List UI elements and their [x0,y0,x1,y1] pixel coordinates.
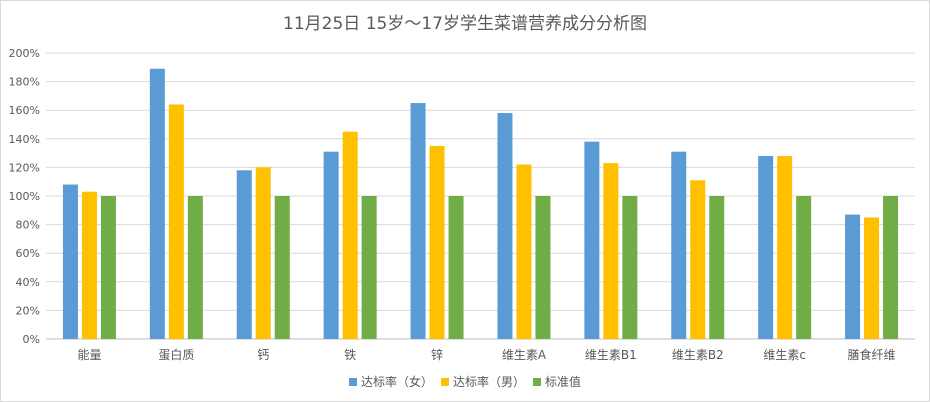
bar-3-5 [448,196,464,339]
legend-swatch [440,377,449,386]
y-tick-label: 80% [16,219,40,232]
bar-3-8 [709,196,725,339]
y-tick-label: 120% [9,161,40,174]
x-tick-label: 维生素c [763,348,806,362]
x-tick-label: 钙 [257,348,269,362]
legend-swatch [533,377,541,386]
y-tick-label: 200% [9,47,40,60]
x-tick-label: 维生素B1 [585,348,637,362]
legend: 达标率（女） 达标率（男） 标准值 [1,373,929,390]
y-tick-label: 0% [23,333,40,346]
bar-1-8 [671,151,687,339]
legend-item: 标准值 [533,373,581,390]
bar-1-3 [236,170,252,339]
bar-3-4 [361,196,377,339]
y-tick-label: 40% [16,276,40,289]
x-tick-label: 锌 [431,348,443,362]
bar-3-3 [274,196,290,339]
y-tick-label: 60% [16,247,40,260]
y-tick-label: 100% [9,190,40,203]
bar-1-7 [584,141,600,339]
bar-3-9 [796,196,812,339]
bar-1-4 [323,151,339,339]
bar-2-1 [81,191,97,339]
bar-2-3 [255,167,271,339]
bar-1-6 [497,113,513,339]
bar-2-7 [603,163,619,339]
legend-label: 标准值 [545,375,582,389]
bar-3-1 [100,196,116,339]
bar-3-7 [622,196,638,339]
bar-3-10 [883,196,899,339]
x-tick-label: 维生素A [502,348,547,362]
legend-swatch [348,377,357,386]
bar-2-2 [168,104,184,339]
bar-2-10 [864,217,880,339]
x-tick-label: 铁 [344,348,356,362]
chart-title: 11月25日 15岁～17岁学生菜谱营养成分分析图 [283,14,647,34]
y-tick-label: 140% [9,133,40,146]
y-tick-label: 180% [9,76,40,89]
bar-1-1 [62,184,78,339]
bar-2-4 [342,131,358,339]
x-tick-label: 膳食纤维 [848,347,896,362]
bar-1-5 [410,103,426,339]
bar-2-5 [429,145,445,339]
x-tick-label: 蛋白质 [158,347,194,362]
bar-2-9 [777,155,793,339]
bar-2-8 [690,180,706,339]
bar-1-9 [758,155,774,339]
bar-2-6 [516,164,532,339]
legend-item: 达标率（男） [440,373,525,390]
y-tick-label: 20% [16,304,40,317]
bar-3-6 [535,196,551,339]
legend-label: 达标率（女） [360,375,433,389]
x-tick-label: 能量 [77,348,101,362]
legend-item: 达标率（女） [348,373,433,390]
x-tick-label: 维生素B2 [672,348,724,362]
y-tick-label: 160% [9,104,40,117]
legend-label: 达标率（男） [452,375,525,389]
bar-3-2 [187,196,203,339]
bar-1-2 [149,68,165,339]
bar-1-10 [845,214,861,339]
